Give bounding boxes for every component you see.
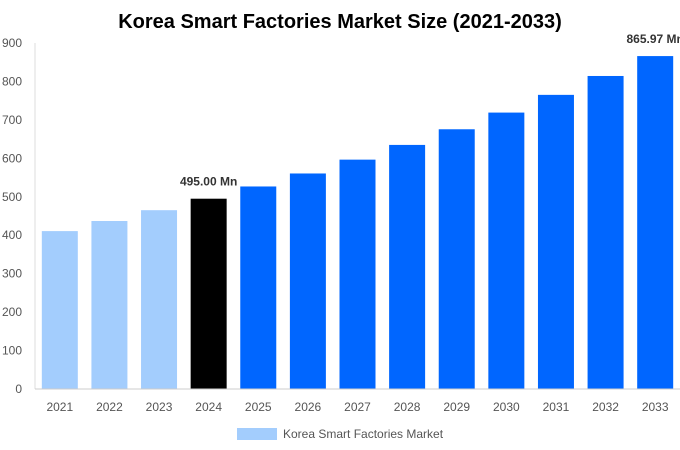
bar-2027[interactable] [339,159,376,389]
legend-label: Korea Smart Factories Market [283,427,444,441]
x-tick-label: 2029 [443,400,470,414]
x-tick-label: 2030 [493,400,520,414]
y-tick-label: 900 [2,36,22,50]
legend[interactable]: Korea Smart Factories Market [237,427,444,441]
bar-2022[interactable] [91,220,128,389]
bar-2028[interactable] [389,144,426,389]
x-tick-label: 2032 [592,400,619,414]
y-tick-label: 300 [2,267,22,281]
bar-2032[interactable] [587,75,624,389]
x-tick-label: 2031 [543,400,570,414]
bar-2024[interactable] [190,198,227,389]
y-tick-label: 600 [2,151,22,165]
bar-2031[interactable] [537,94,574,389]
y-tick-label: 0 [15,382,22,396]
x-tick-label: 2024 [195,400,222,414]
data-label: 495.00 Mn [180,175,237,189]
y-tick-label: 500 [2,190,22,204]
x-tick-label: 2026 [295,400,322,414]
bar-2025[interactable] [240,186,277,389]
x-tick-label: 2023 [146,400,173,414]
x-tick-label: 2021 [46,400,73,414]
bar-2030[interactable] [488,112,525,389]
data-label: 865.97 Mn [627,32,680,46]
bars [41,56,674,390]
y-tick-label: 200 [2,305,22,319]
y-tick-label: 800 [2,74,22,88]
bar-2026[interactable] [289,173,326,389]
data-labels: 495.00 Mn 865.97 Mn [180,32,680,189]
bar-2021[interactable] [41,231,78,389]
y-axis: 0 100 200 300 400 500 600 700 800 900 [2,36,36,396]
bar-2029[interactable] [438,129,475,389]
bar-2023[interactable] [141,210,178,389]
x-axis: 2021 2022 2023 2024 2025 2026 2027 2028 2029 2030… [35,388,680,414]
x-tick-label: 2028 [394,400,421,414]
y-tick-label: 700 [2,113,22,127]
y-tick-label: 100 [2,344,22,358]
x-tick-label: 2027 [344,400,371,414]
legend-swatch [237,428,277,440]
bar-2033[interactable] [637,56,674,390]
x-tick-label: 2025 [245,400,272,414]
x-tick-label: 2033 [642,400,669,414]
y-tick-label: 400 [2,228,22,242]
x-tick-label: 2022 [96,400,123,414]
chart-title: Korea Smart Factories Market Size (2021-… [118,11,562,33]
